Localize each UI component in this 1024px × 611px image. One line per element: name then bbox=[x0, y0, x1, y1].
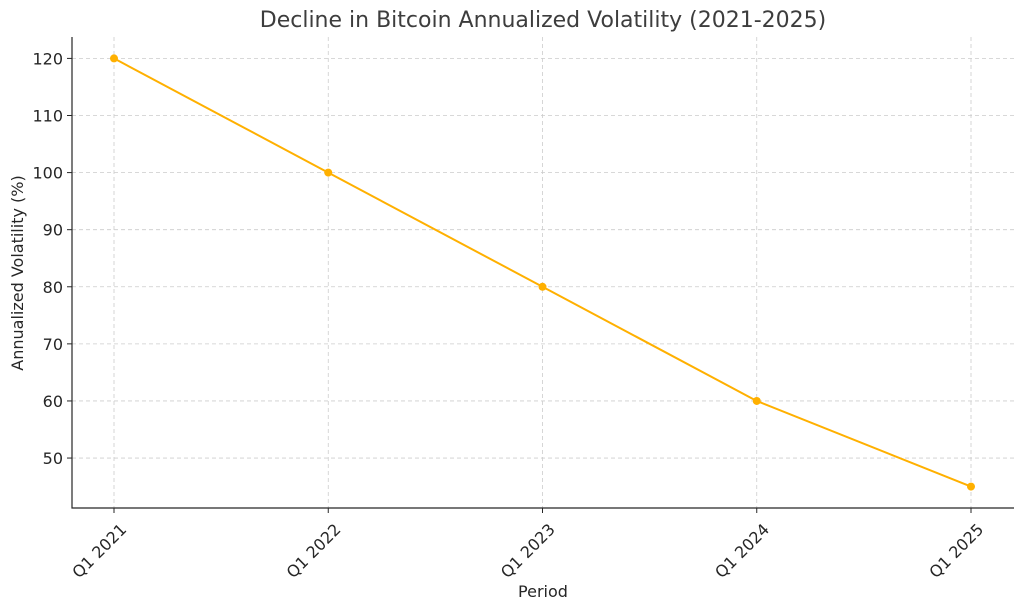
y-tick-label: 60 bbox=[43, 392, 63, 411]
data-point bbox=[110, 54, 118, 63]
y-axis-label: Annualized Volatility (%) bbox=[8, 175, 27, 370]
x-tick-label: Q1 2024 bbox=[711, 520, 773, 582]
y-tick-label: 50 bbox=[43, 449, 63, 468]
y-tick-label: 100 bbox=[32, 164, 63, 183]
chart-title: Decline in Bitcoin Annualized Volatility… bbox=[260, 8, 826, 33]
data-point bbox=[752, 396, 761, 405]
data-point bbox=[538, 282, 547, 291]
data-point bbox=[967, 482, 975, 491]
y-axis-ticks: 50 60 70 80 90 100 110 120 bbox=[32, 49, 72, 468]
y-tick-label: 110 bbox=[32, 107, 63, 126]
y-tick-label: 90 bbox=[43, 221, 63, 240]
x-tick-label: Q1 2023 bbox=[497, 520, 559, 582]
axis-spine bbox=[71, 37, 1014, 509]
axes bbox=[71, 37, 1014, 509]
x-axis-ticks: Q1 2021 Q1 2022 Q1 2023 Q1 2024 Q1 2025 bbox=[68, 508, 987, 582]
data-point bbox=[324, 168, 333, 177]
series bbox=[110, 54, 975, 491]
x-tick-label: Q1 2022 bbox=[283, 520, 345, 582]
y-tick-label: 80 bbox=[43, 278, 63, 297]
grid bbox=[72, 37, 1014, 508]
x-axis-label: Period bbox=[518, 582, 568, 601]
y-tick-label: 120 bbox=[32, 49, 63, 68]
x-tick-label: Q1 2025 bbox=[925, 520, 987, 582]
x-tick-label: Q1 2021 bbox=[68, 520, 130, 582]
y-tick-label: 70 bbox=[43, 335, 63, 354]
